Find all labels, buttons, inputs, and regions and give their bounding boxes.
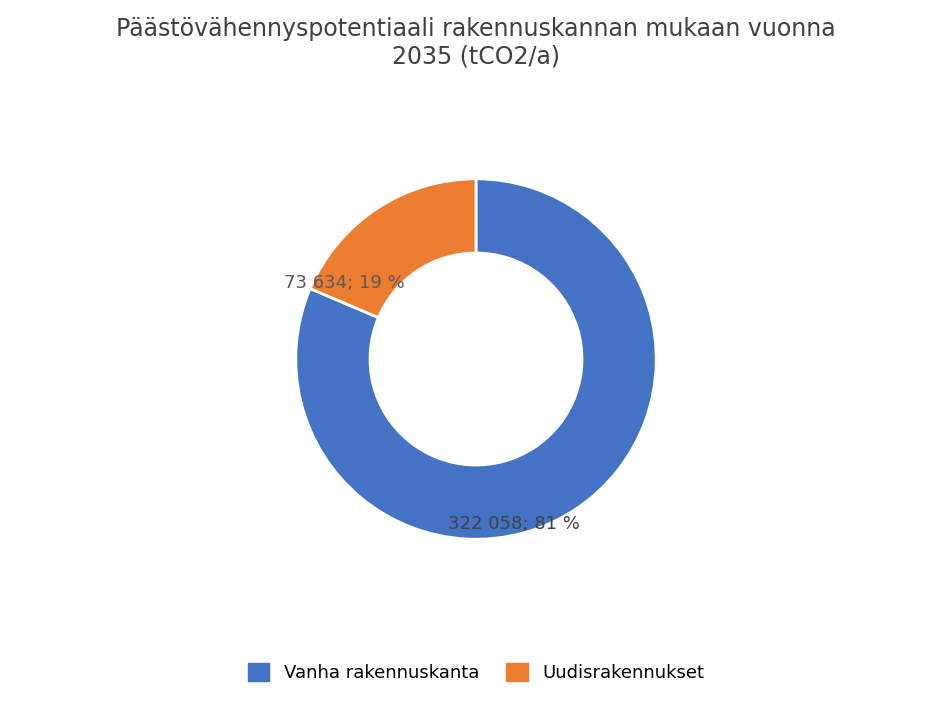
Title: Päästövähennyspotentiaali rakennuskannan mukaan vuonna
2035 (tCO2/a): Päästövähennyspotentiaali rakennuskannan… <box>116 17 836 69</box>
Legend: Vanha rakennuskanta, Uudisrakennukset: Vanha rakennuskanta, Uudisrakennukset <box>241 656 711 689</box>
Wedge shape <box>296 179 656 539</box>
Text: 322 058; 81 %: 322 058; 81 % <box>448 515 580 533</box>
Text: 73 634; 19 %: 73 634; 19 % <box>285 274 405 292</box>
Wedge shape <box>310 179 476 318</box>
